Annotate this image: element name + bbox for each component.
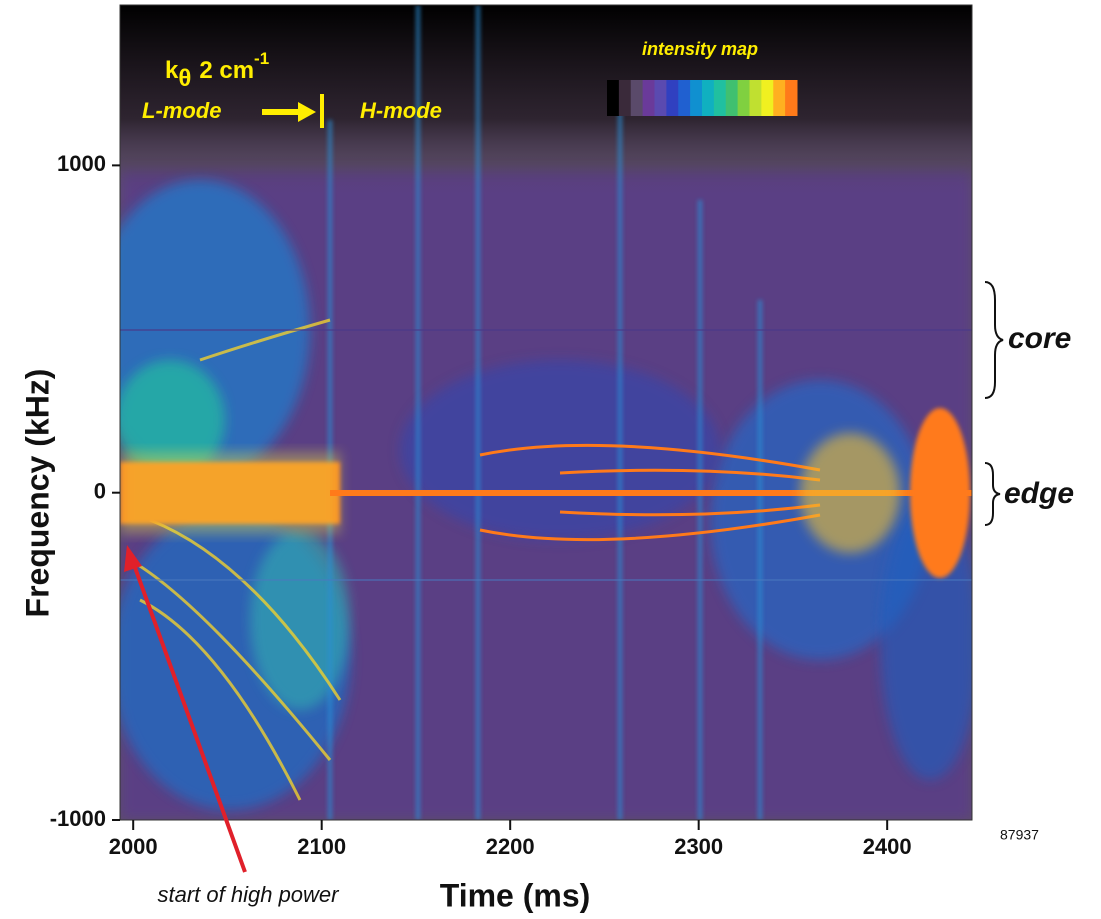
red-arrow-head <box>124 545 142 572</box>
wavenumber: 2 cm <box>199 57 254 84</box>
colorbar-swatch <box>785 80 798 116</box>
edge-label: edge <box>1004 477 1074 510</box>
l-mode-label: L-mode <box>142 98 221 123</box>
shot-number: 87937 <box>1000 827 1039 843</box>
colorbar-swatch <box>749 80 762 116</box>
colorbar-swatch <box>630 80 644 116</box>
spectrogram-image <box>120 5 972 820</box>
colorbar-swatch <box>761 80 774 116</box>
x-tick-label: 2300 <box>674 834 723 859</box>
colorbar-swatch <box>654 80 667 116</box>
colorbar-swatch <box>725 80 739 116</box>
h-mode-label: H-mode <box>360 98 442 123</box>
x-tick-label: 2100 <box>297 834 346 859</box>
y-axis-label: Frequency (kHz) <box>19 369 55 618</box>
x-tick-label: 2000 <box>109 834 158 859</box>
y-tick-label: 1000 <box>57 151 106 176</box>
arrow-head <box>298 102 316 122</box>
colorbar-swatch <box>713 80 727 116</box>
k: k <box>165 57 179 84</box>
colorbar-swatch <box>642 80 655 116</box>
x-tick-label: 2400 <box>863 834 912 859</box>
start-label: start of high power <box>158 882 341 907</box>
colorbar-swatch <box>737 80 750 116</box>
colorbar-swatch <box>773 80 786 116</box>
wavenumber-label: kθ 2 cm-1 <box>165 49 269 92</box>
colorbar-label: intensity map <box>642 39 758 59</box>
red-arrow <box>131 561 247 873</box>
colorbar-swatch <box>607 80 620 116</box>
plot-frame <box>119 4 973 821</box>
colorbar-swatch <box>666 80 679 116</box>
theta: θ <box>178 65 191 92</box>
colorbar-swatch <box>702 80 715 116</box>
exponent: -1 <box>254 49 269 68</box>
y-tick-label: -1000 <box>50 806 106 831</box>
x-tick-label: 2200 <box>486 834 535 859</box>
colorbar-swatch <box>618 80 632 116</box>
colorbar-swatch <box>678 80 691 116</box>
core-label: core <box>1008 322 1071 355</box>
edge-brace <box>984 462 1001 526</box>
x-axis-label: Time (ms) <box>440 877 591 913</box>
y-tick-label: 0 <box>94 479 106 504</box>
colorbar-swatch <box>690 80 703 116</box>
core-brace <box>984 281 1004 399</box>
